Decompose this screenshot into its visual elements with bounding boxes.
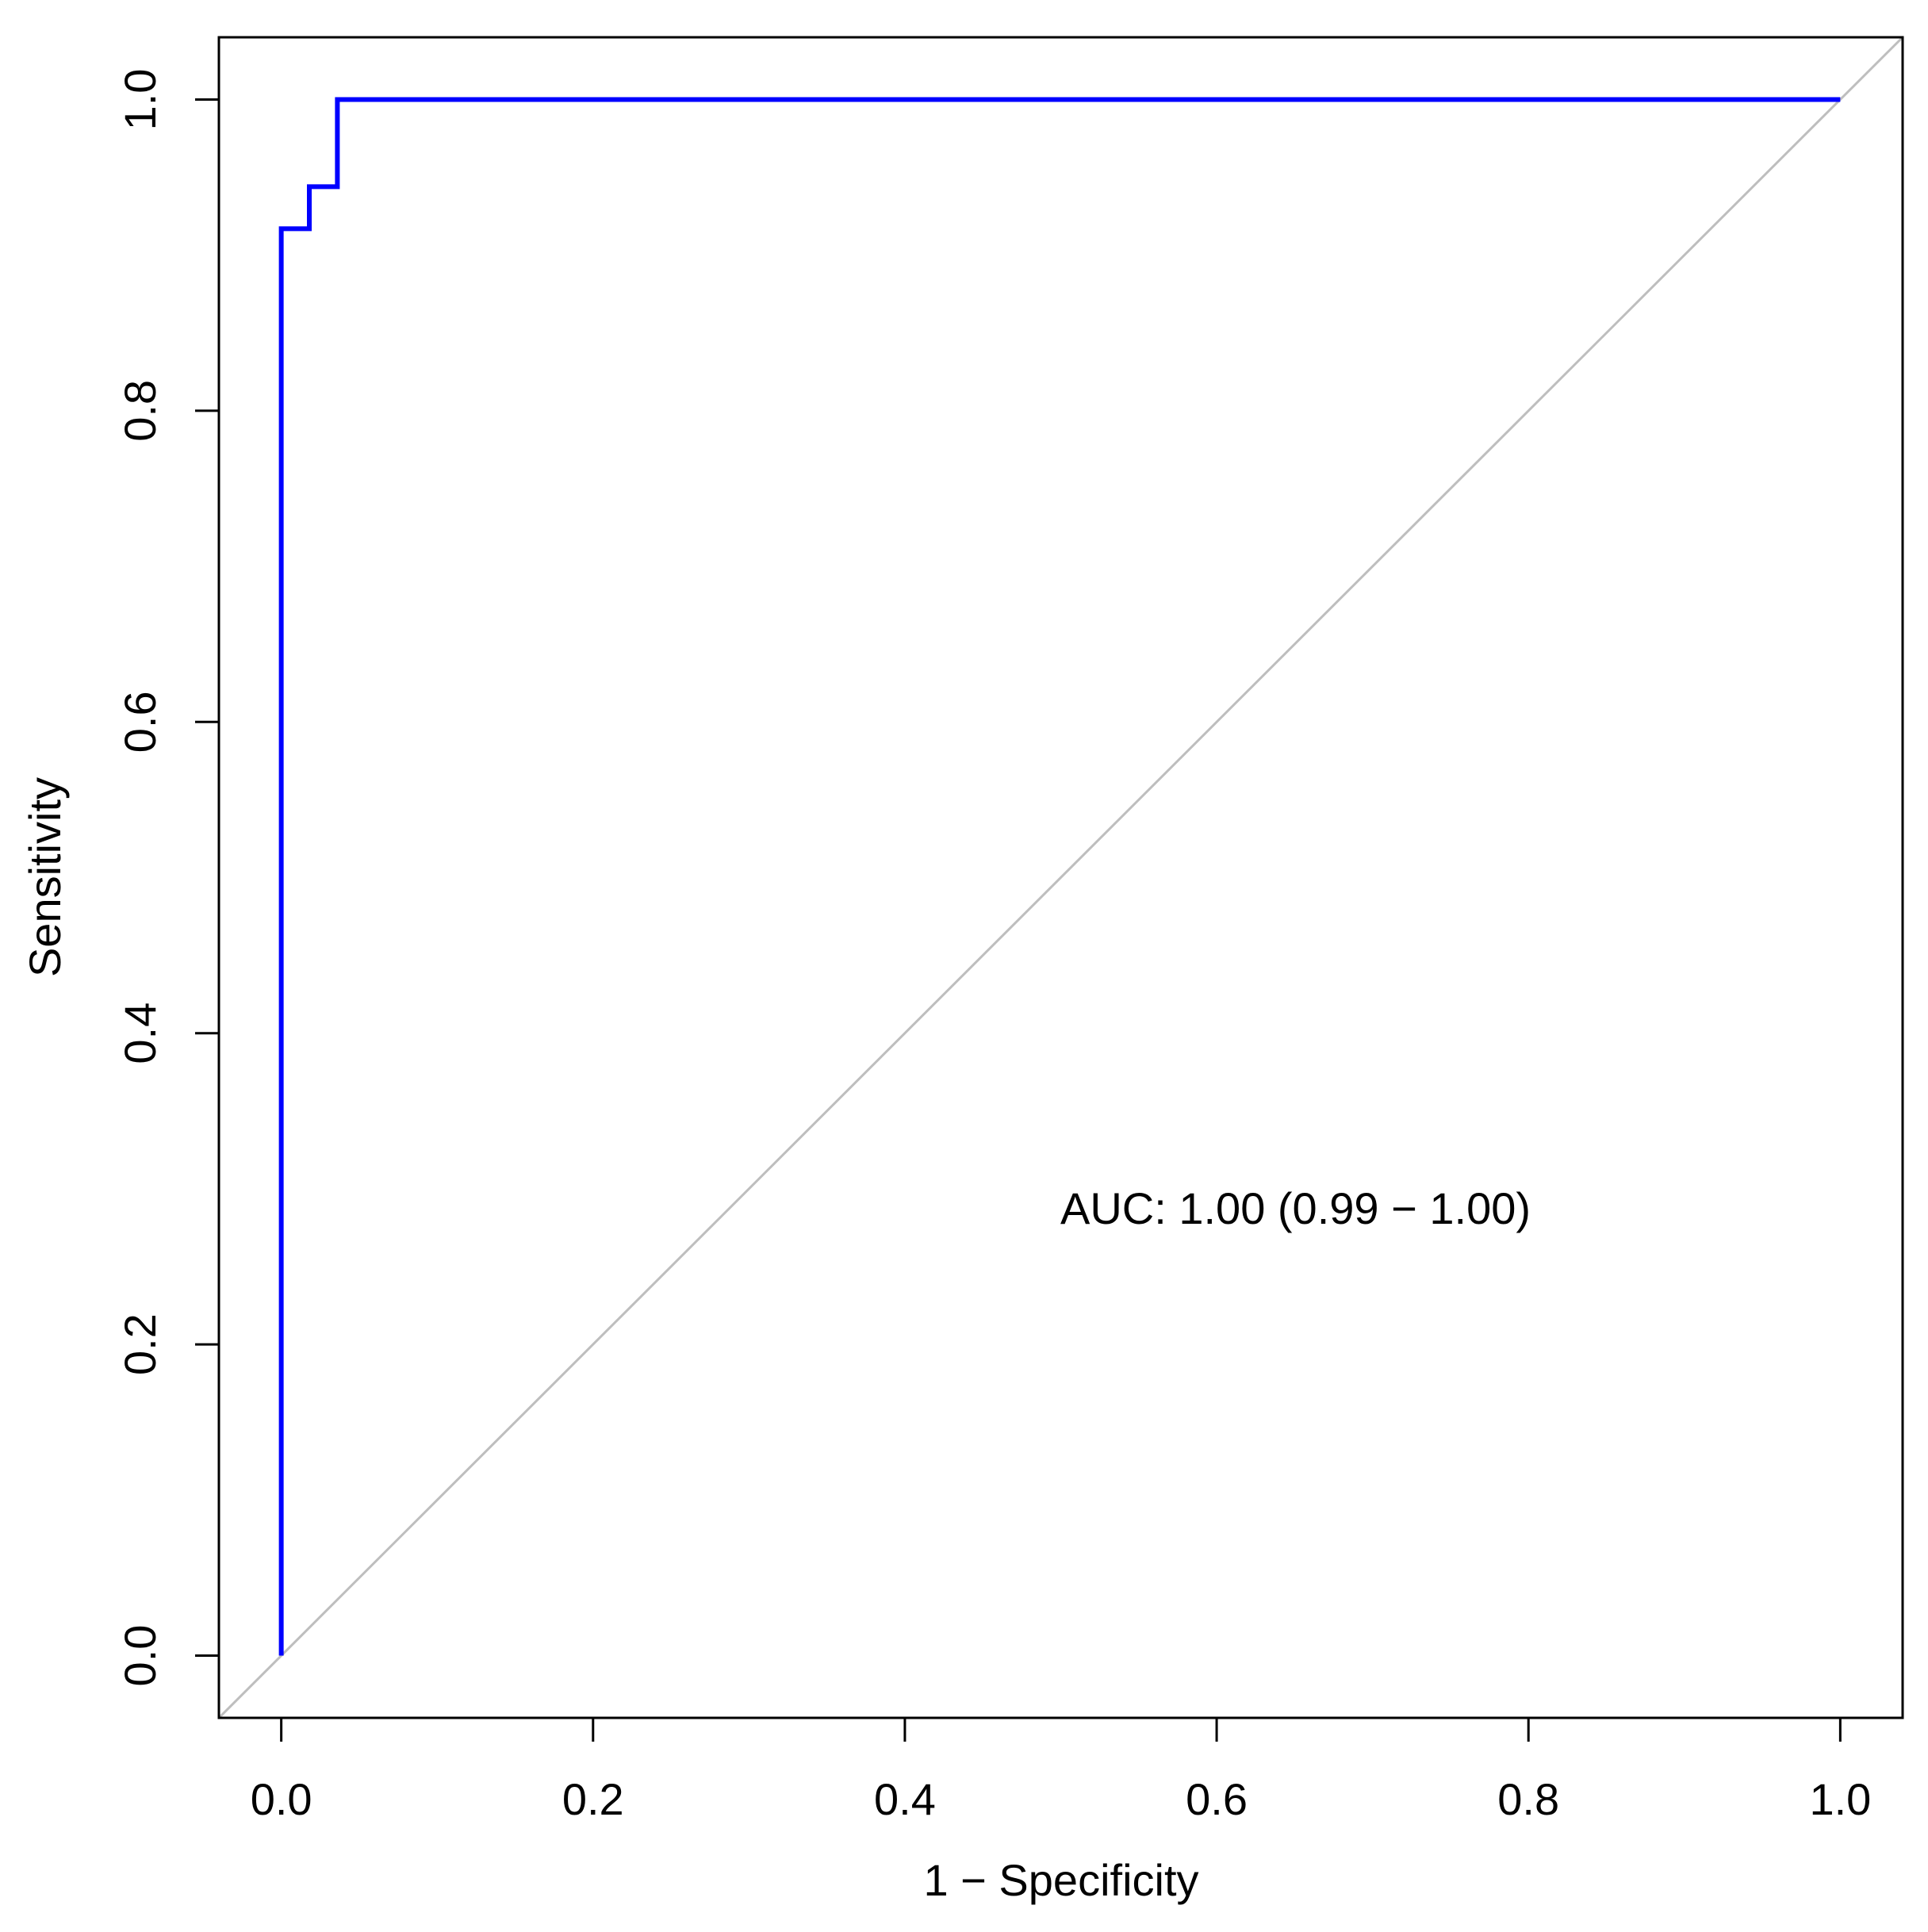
y-tick-label: 0.6	[115, 691, 165, 753]
y-axis-title: Sensitivity	[20, 777, 70, 977]
x-tick-label: 0.2	[562, 1774, 624, 1824]
auc-annotation: AUC: 1.00 (0.99 − 1.00)	[1060, 1183, 1531, 1233]
y-tick-label: 0.2	[115, 1313, 165, 1375]
plot-frame	[217, 36, 1904, 1719]
x-tick-label: 0.8	[1497, 1774, 1559, 1824]
y-tick-label: 0.0	[115, 1625, 165, 1687]
y-tick-label: 0.4	[115, 1002, 165, 1064]
x-tick-label: 0.6	[1186, 1774, 1248, 1824]
y-tick-label: 0.8	[115, 380, 165, 442]
x-axis-title: 1 − Specificity	[923, 1855, 1198, 1905]
x-tick-label: 0.4	[874, 1774, 936, 1824]
y-tick-label: 1.0	[115, 69, 165, 131]
roc-curve	[278, 97, 1841, 1656]
x-tick-label: 0.0	[251, 1774, 312, 1824]
x-tick-label: 1.0	[1809, 1774, 1871, 1824]
reference-diagonal	[217, 36, 1904, 1719]
